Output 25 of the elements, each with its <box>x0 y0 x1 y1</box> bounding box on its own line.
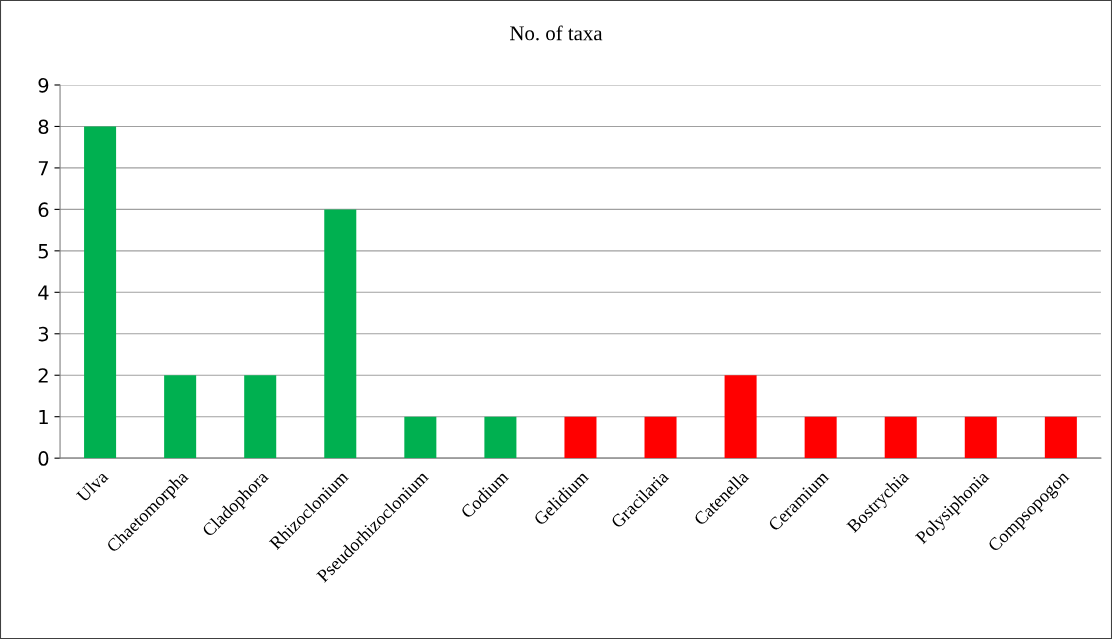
y-tick-label: 3 <box>38 326 49 342</box>
bar <box>1044 416 1077 459</box>
bar <box>164 375 197 459</box>
y-tick-label: 4 <box>38 285 49 300</box>
chart-title: No. of taxa <box>510 25 603 41</box>
bar <box>644 416 677 459</box>
bar <box>724 375 757 459</box>
y-tick-label: 2 <box>38 368 48 383</box>
y-tick-label: 7 <box>38 161 48 176</box>
bar <box>964 416 997 459</box>
bar <box>564 416 597 459</box>
bar <box>324 209 357 459</box>
y-tick-label: 8 <box>38 119 49 135</box>
bar <box>884 416 917 459</box>
bar <box>84 126 117 459</box>
y-tick-label: 0 <box>38 451 49 466</box>
bar <box>484 416 517 459</box>
bar <box>404 416 437 459</box>
y-tick-label: 9 <box>38 77 49 93</box>
y-tick-label: 5 <box>38 244 48 259</box>
y-tick-label: 6 <box>38 202 49 218</box>
y-tick-label: 1 <box>39 409 48 425</box>
bar <box>244 375 277 459</box>
bar <box>804 416 837 459</box>
x-tick-label: Ulva <box>75 469 109 503</box>
